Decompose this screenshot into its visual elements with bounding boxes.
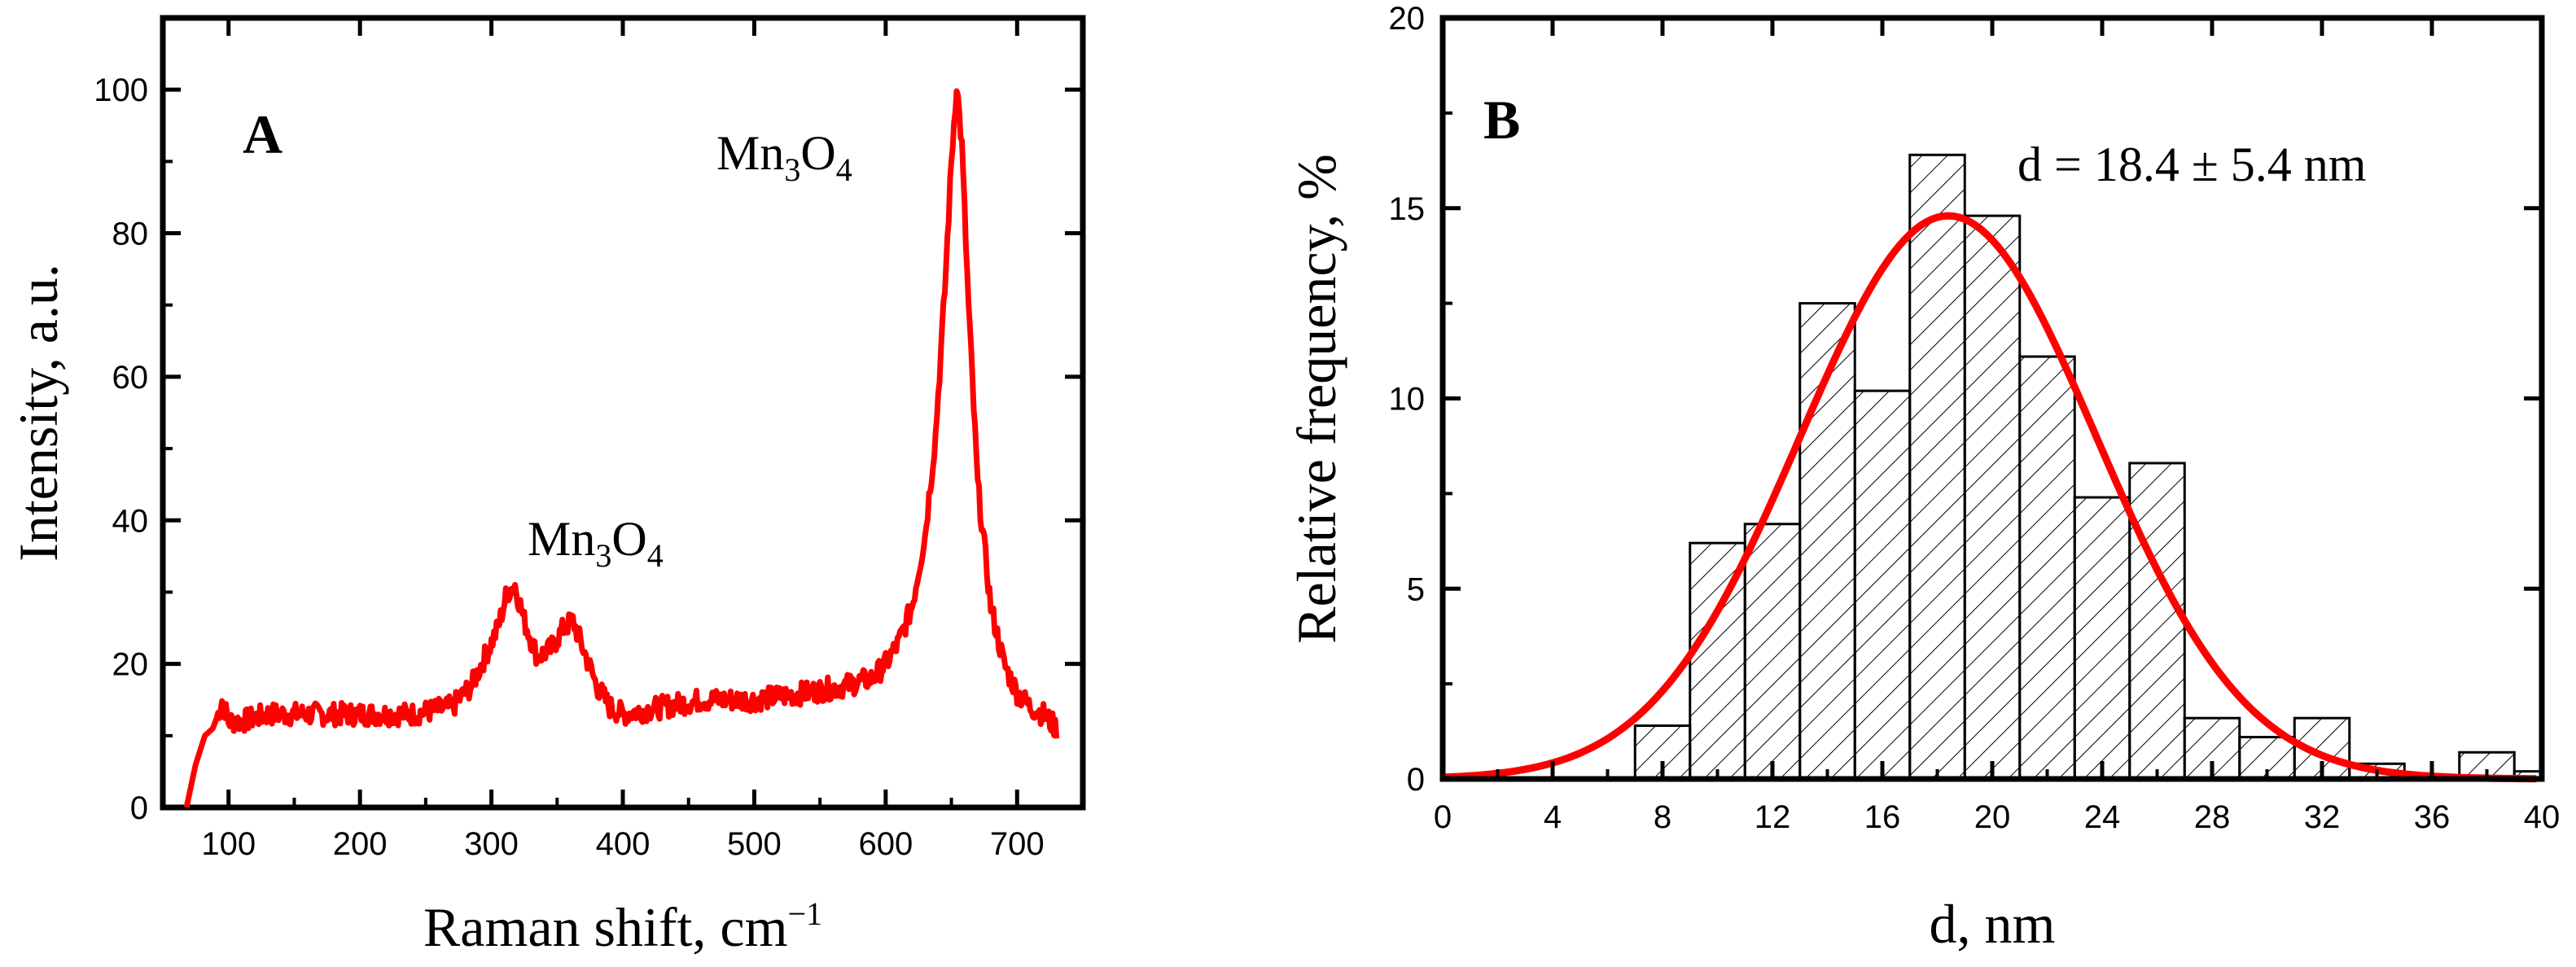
a-x-tick-label: 600 xyxy=(858,826,913,862)
b-x-tick-label: 20 xyxy=(1974,799,2011,835)
a-x-tick-label: 700 xyxy=(990,826,1045,862)
histogram-bar xyxy=(2073,496,2131,781)
b-y-tick-label: 0 xyxy=(1407,762,1425,798)
b-y-tick-label: 20 xyxy=(1389,1,1426,37)
histogram-bars xyxy=(1633,153,2543,781)
b-x-tick-label: 16 xyxy=(1864,799,1901,835)
b-x-tick-label: 8 xyxy=(1654,799,1671,835)
panel-b-axes: 0 4 8 12 16 20 24 28 32 36 40 0 5 10 15 20 xyxy=(1389,1,2561,835)
histogram-bar xyxy=(2128,462,2186,781)
a-y-tick-label: 100 xyxy=(94,72,148,108)
b-x-tick-label: 40 xyxy=(2524,799,2561,835)
gaussian-fit-curve xyxy=(1442,212,2537,783)
a-y-tick-label: 40 xyxy=(112,503,149,539)
a-x-tick-label: 200 xyxy=(333,826,388,862)
histogram-bar xyxy=(1908,153,1966,781)
peak-label-mn3o4-low: Mn3O4 xyxy=(528,512,664,574)
histogram-bar xyxy=(1853,389,1912,781)
b-x-tick-label: 36 xyxy=(2414,799,2451,835)
peak-label-mn3o4-high: Mn3O4 xyxy=(716,126,852,188)
a-y-tick-label: 0 xyxy=(130,790,148,826)
a-x-tick-label: 100 xyxy=(201,826,256,862)
b-x-tick-label: 24 xyxy=(2084,799,2121,835)
raman-spectrum-line xyxy=(183,88,1060,808)
panel-b-y-axis-title: Relative frequency, % xyxy=(1286,154,1347,644)
histogram-bar xyxy=(1798,302,1856,781)
panel-a-axes: 100 200 300 400 500 600 700 0 20 40 60 80 100 xyxy=(94,16,1083,862)
a-y-tick-label: 60 xyxy=(112,360,149,396)
panel-b-x-axis-title: d, nm xyxy=(1930,893,2056,955)
panel-a-frame xyxy=(160,15,1086,811)
b-y-tick-label: 10 xyxy=(1389,382,1426,418)
b-x-tick-label: 4 xyxy=(1544,799,1562,835)
panel-a-y-axis-title: Intensity, a.u. xyxy=(7,264,69,562)
a-y-tick-label: 80 xyxy=(112,217,149,252)
panel-a-chart: 100 200 300 400 500 600 700 0 20 40 60 80 100 A Mn3O… xyxy=(7,15,1086,958)
panel-b-chart: 0 4 8 12 16 20 24 28 32 36 40 0 5 10 15 20 B d = 18.4 ±… xyxy=(1286,1,2560,955)
b-x-tick-label: 32 xyxy=(2304,799,2341,835)
b-y-tick-label: 5 xyxy=(1407,571,1425,607)
b-x-tick-label: 12 xyxy=(1755,799,1791,835)
a-x-tick-label: 300 xyxy=(464,826,519,862)
panel-b-letter: B xyxy=(1483,89,1520,151)
histogram-bar xyxy=(1743,523,1802,781)
b-x-tick-label: 28 xyxy=(2194,799,2231,835)
histogram-bar xyxy=(1963,214,2022,781)
a-x-tick-label: 400 xyxy=(596,826,651,862)
panel-a-x-axis-title: Raman shift, cm−1 xyxy=(423,895,822,958)
b-y-tick-label: 15 xyxy=(1389,191,1426,227)
b-x-tick-label: 0 xyxy=(1434,799,1452,835)
panel-a-letter: A xyxy=(243,103,283,165)
histogram-bar xyxy=(2018,355,2076,781)
fit-annotation: d = 18.4 ± 5.4 nm xyxy=(2017,138,2366,191)
a-x-tick-label: 500 xyxy=(727,826,782,862)
a-y-tick-label: 20 xyxy=(112,647,149,683)
